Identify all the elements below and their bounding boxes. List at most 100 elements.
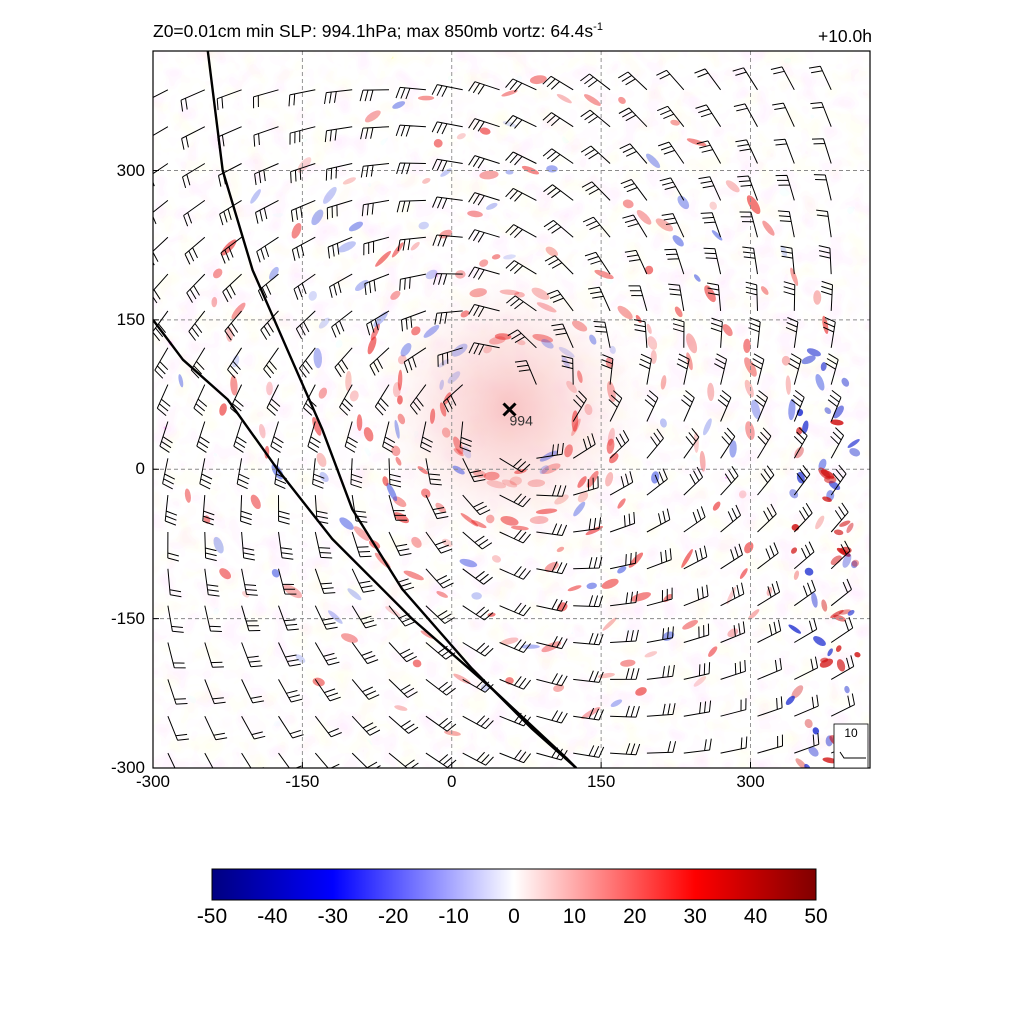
- wind-barb: [193, 384, 208, 416]
- wind-barb: [633, 319, 648, 348]
- vorticity-streak: [266, 381, 273, 396]
- wind-barb: [425, 605, 455, 624]
- wind-barb: [733, 103, 758, 127]
- wind-barb: [542, 148, 574, 164]
- wind-barb: [314, 568, 336, 594]
- vorticity-streak: [348, 221, 364, 232]
- boundary-line: [153, 319, 578, 768]
- vorticity-streak: [573, 501, 586, 517]
- wind-barb: [757, 734, 783, 754]
- wind-barb: [395, 86, 426, 100]
- vorticity-streak: [345, 370, 352, 392]
- wind-barb: [788, 353, 802, 385]
- x-tick-label: -150: [285, 772, 320, 791]
- vorticity-streak: [395, 456, 402, 466]
- wind-barb: [639, 353, 652, 385]
- wind-barb: [314, 495, 329, 524]
- wind-barb: [425, 531, 452, 554]
- colorbar-tick-label: 30: [683, 905, 707, 928]
- wind-barb: [618, 71, 648, 91]
- vorticity-streak: [601, 578, 619, 589]
- vorticity-streak: [608, 453, 619, 464]
- wind-barb: [204, 531, 217, 562]
- vorticity-streak: [830, 555, 842, 566]
- wind-barb: [396, 162, 426, 175]
- wind-barb: [609, 429, 630, 459]
- wind-barb: [573, 670, 604, 683]
- vorticity-streak: [441, 427, 451, 438]
- vorticity-streak: [815, 374, 825, 391]
- vorticity-streak: [411, 536, 422, 548]
- vorticity-streak: [822, 496, 832, 503]
- wind-barb: [700, 212, 722, 238]
- vorticity-streak: [491, 254, 501, 260]
- vorticity-streak: [610, 699, 623, 707]
- vorticity-streak: [748, 609, 760, 620]
- wind-barb: [757, 658, 782, 680]
- vorticity-streak: [460, 310, 470, 318]
- colorbar-tick-label: -20: [378, 905, 409, 928]
- wind-barb: [499, 639, 531, 653]
- wind-barb: [220, 236, 242, 264]
- wind-barb: [167, 752, 176, 768]
- wind-barb: [620, 179, 648, 201]
- vorticity-streak: [318, 317, 330, 329]
- wind-barb: [618, 107, 648, 128]
- vorticity-streak: [564, 444, 573, 458]
- vorticity-streak: [503, 254, 516, 260]
- vorticity-streak: [439, 402, 447, 417]
- x-tick-label: 0: [447, 772, 457, 791]
- grid-lines: [153, 51, 870, 768]
- wind-barb: [360, 126, 390, 140]
- wind-barb: [499, 566, 531, 580]
- colorbar-tick-label: 40: [743, 905, 768, 928]
- boundary-lines: [153, 51, 578, 768]
- vorticity-streak: [535, 508, 558, 515]
- wind-barb: [388, 531, 412, 556]
- vorticity-streak: [708, 646, 718, 657]
- vorticity-streak: [394, 705, 408, 711]
- vorticity-streak: [230, 375, 238, 396]
- vorticity-streak: [232, 355, 240, 368]
- vorticity-streak: [539, 465, 549, 474]
- wind-barb: [196, 421, 210, 453]
- wind-barb: [204, 605, 222, 632]
- wind-barb: [425, 494, 449, 520]
- vorticity-streak: [836, 547, 851, 557]
- y-tick-label: 300: [116, 160, 145, 180]
- colorbar-tick-label: -10: [438, 905, 469, 928]
- vorticity-streak: [820, 657, 829, 663]
- wind-barb: [664, 248, 685, 275]
- wind-barb: [224, 310, 242, 341]
- vorticity-streak: [219, 568, 232, 580]
- vorticity-streak: [536, 302, 557, 313]
- wind-barb: [401, 310, 427, 332]
- wind-barb: [388, 642, 417, 663]
- vorticity-streak: [594, 269, 614, 280]
- wind-barb: [167, 568, 182, 598]
- wind-barb: [793, 541, 815, 570]
- vorticity-streak: [505, 169, 514, 175]
- wind-barb: [459, 421, 472, 452]
- wind-barb: [793, 427, 808, 459]
- vorticity-streak: [417, 95, 435, 101]
- vorticity-streak: [617, 566, 627, 574]
- wind-barb: [780, 245, 795, 275]
- wind-barb: [794, 694, 819, 717]
- vorticity-streak: [788, 398, 796, 421]
- wind-barb: [748, 317, 761, 348]
- vorticity-streak: [283, 584, 303, 599]
- wind-barb: [751, 353, 765, 385]
- wind-barb: [683, 427, 700, 459]
- x-tick-label: -300: [135, 772, 171, 791]
- wind-barb: [339, 384, 353, 416]
- wind-barb: [536, 673, 568, 687]
- vorticity-streak: [514, 291, 525, 298]
- wind-barb: [270, 421, 284, 453]
- wind-barb: [302, 384, 317, 416]
- vorticity-streak: [815, 515, 825, 530]
- vorticity-streak: [821, 599, 828, 612]
- wind-barb: [580, 109, 611, 128]
- wind-barb: [794, 732, 820, 754]
- wind-barb: [325, 163, 353, 181]
